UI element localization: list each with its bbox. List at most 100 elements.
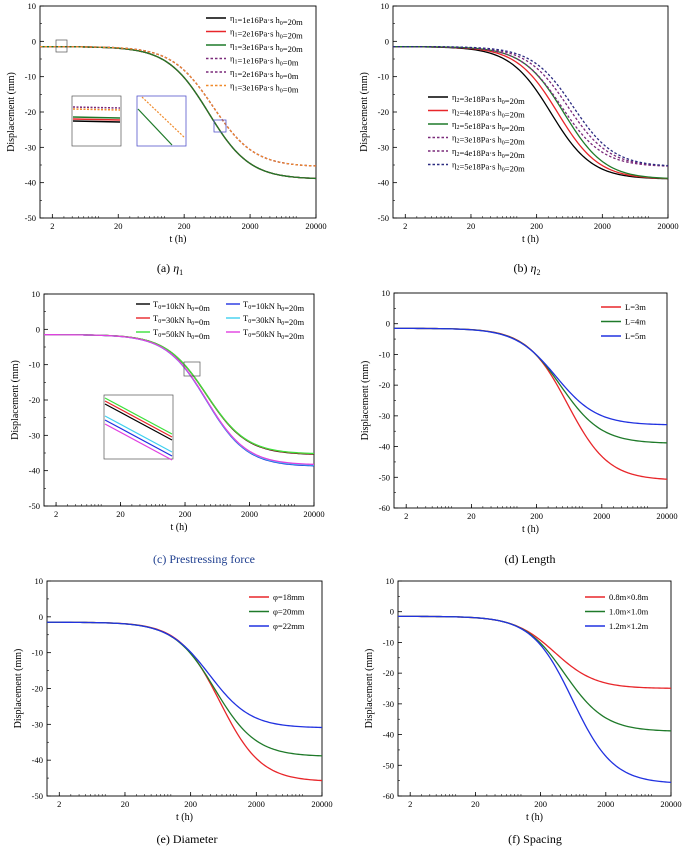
y-tick-label: -10	[379, 349, 390, 359]
x-tick-label: 2000	[593, 511, 610, 521]
series-line-f-2	[397, 615, 672, 784]
y-tick-label: -40	[32, 755, 43, 765]
y-tick-label: -40	[379, 442, 390, 452]
x-tick-label: 20	[467, 511, 476, 521]
chart-panel-d: 10 0 -10 -20 -30 -40 -50 -60 2 20 200 2000 20000 t (h…	[360, 288, 678, 566]
x-axis-label: t (h)	[522, 234, 539, 245]
panel-caption: (e) Diameter	[157, 832, 218, 846]
x-tick-label: 2000	[241, 509, 258, 519]
x-axis-label: t (h)	[526, 812, 543, 823]
y-tick-label: -10	[32, 648, 43, 658]
x-tick-label: 200	[178, 221, 191, 231]
y-tick-label: -40	[378, 178, 389, 188]
series-line-a-5	[40, 46, 317, 167]
inset-line	[104, 403, 173, 441]
panel-caption: (c) Prestressing force	[153, 552, 255, 566]
inset-line	[141, 96, 186, 139]
x-tick-label: 20	[467, 221, 476, 231]
legend-label: T0=10kN h0=0m	[153, 299, 210, 313]
x-tick-label: 2	[404, 511, 408, 521]
legend-label: φ=18mm	[273, 592, 305, 602]
y-tick-label: -50	[379, 472, 390, 482]
inset-frame	[103, 394, 174, 460]
y-tick-label: -20	[383, 668, 394, 678]
legend-label: φ=20mm	[273, 607, 305, 617]
y-tick-label: -50	[378, 213, 389, 223]
x-axis-label: t (h)	[171, 522, 188, 533]
legend-label: η2=3e18Pa·s h0=20m	[452, 133, 525, 147]
y-tick-label: -40	[29, 466, 40, 476]
x-tick-label: 20000	[303, 509, 324, 519]
y-tick-label: -10	[25, 72, 36, 82]
inset-line	[72, 120, 121, 123]
chart-panel-c: 10 0 -10 -20 -30 -40 -50 2 20 200 2000 20000 t (h) Di…	[10, 289, 325, 566]
x-tick-label: 2	[54, 509, 58, 519]
inset-line	[104, 423, 173, 461]
x-axis-label: t (h)	[170, 234, 187, 245]
legend-label: 1.0m×1.0m	[609, 607, 649, 617]
x-axis-label: t (h)	[522, 524, 539, 535]
y-tick-label: -50	[25, 213, 36, 223]
y-tick-label: -40	[25, 178, 36, 188]
x-tick-label: 20	[116, 509, 125, 519]
y-axis-label: Displacement (mm)	[364, 649, 375, 729]
x-tick-label: 20000	[311, 799, 332, 809]
x-tick-label: 200	[184, 799, 197, 809]
y-tick-label: -30	[29, 430, 40, 440]
plot-frame	[392, 5, 669, 219]
y-tick-label: -20	[378, 107, 389, 117]
legend-label: φ=22mm	[273, 621, 305, 631]
panel-caption: (a) η1	[157, 261, 183, 277]
inset-line	[72, 108, 121, 111]
legend-label: T0=50kN h0=0m	[153, 327, 210, 341]
x-tick-label: 2	[408, 799, 412, 809]
y-tick-label: -30	[379, 411, 390, 421]
x-tick-label: 2	[403, 221, 407, 231]
legend-label: η2=4e18Pa·s h0=20m	[452, 146, 525, 160]
y-tick-label: -10	[29, 360, 40, 370]
y-axis-label: Displacement (mm)	[6, 72, 17, 152]
inset-line	[137, 108, 173, 146]
x-tick-label: 20000	[305, 221, 326, 231]
chart-panel-a: 10 0 -10 -20 -30 -40 -50 2 20 200 2000 20000 t (h) Di…	[6, 1, 327, 277]
y-tick-label: -60	[383, 791, 394, 801]
panel-caption: (b) η2	[514, 261, 541, 277]
legend-label: η1=2e16Pa·s h0=0m	[230, 67, 299, 81]
y-tick-label: 0	[32, 36, 36, 46]
legend-label: T0=10kN h0=20m	[243, 299, 305, 313]
x-tick-label: 20000	[660, 799, 681, 809]
y-tick-label: -20	[29, 395, 40, 405]
x-tick-label: 20000	[657, 221, 678, 231]
x-tick-label: 200	[534, 799, 547, 809]
x-tick-label: 200	[530, 511, 543, 521]
legend-label: η2=5e18Pa·s h0=20m	[452, 119, 525, 133]
legend-label: T0=30kN h0=0m	[153, 313, 210, 327]
x-tick-label: 2000	[594, 221, 611, 231]
inset-line	[104, 415, 173, 453]
series-line-c-5	[43, 334, 315, 466]
chart-panel-e: 10 0 -10 -20 -30 -40 -50 2 20 200 2000 20000 t (h) Di…	[13, 576, 333, 846]
legend-label: T0=50kN h0=20m	[243, 327, 305, 341]
legend-label: T0=30kN h0=20m	[243, 313, 305, 327]
legend-label: η2=3e18Pa·s h0=20m	[452, 92, 525, 106]
inset-line	[72, 116, 121, 119]
y-tick-label: -50	[29, 501, 40, 511]
legend-label: η1=1e16Pa·s h0=20m	[230, 13, 303, 27]
y-axis-label: Displacement (mm)	[360, 361, 371, 441]
y-tick-label: -10	[383, 637, 394, 647]
series-line-b-5	[393, 46, 669, 167]
inset-line	[104, 397, 173, 435]
y-tick-label: -30	[378, 142, 389, 152]
x-tick-label: 2	[57, 799, 61, 809]
legend-label: L=5m	[625, 331, 646, 341]
y-tick-label: 0	[385, 36, 389, 46]
y-axis-label: Displacement (mm)	[10, 360, 21, 440]
y-tick-label: -50	[32, 791, 43, 801]
legend-label: L=3m	[625, 302, 646, 312]
x-tick-label: 200	[530, 221, 543, 231]
y-tick-label: -30	[383, 699, 394, 709]
y-tick-label: 0	[39, 612, 43, 622]
x-tick-label: 20	[121, 799, 130, 809]
